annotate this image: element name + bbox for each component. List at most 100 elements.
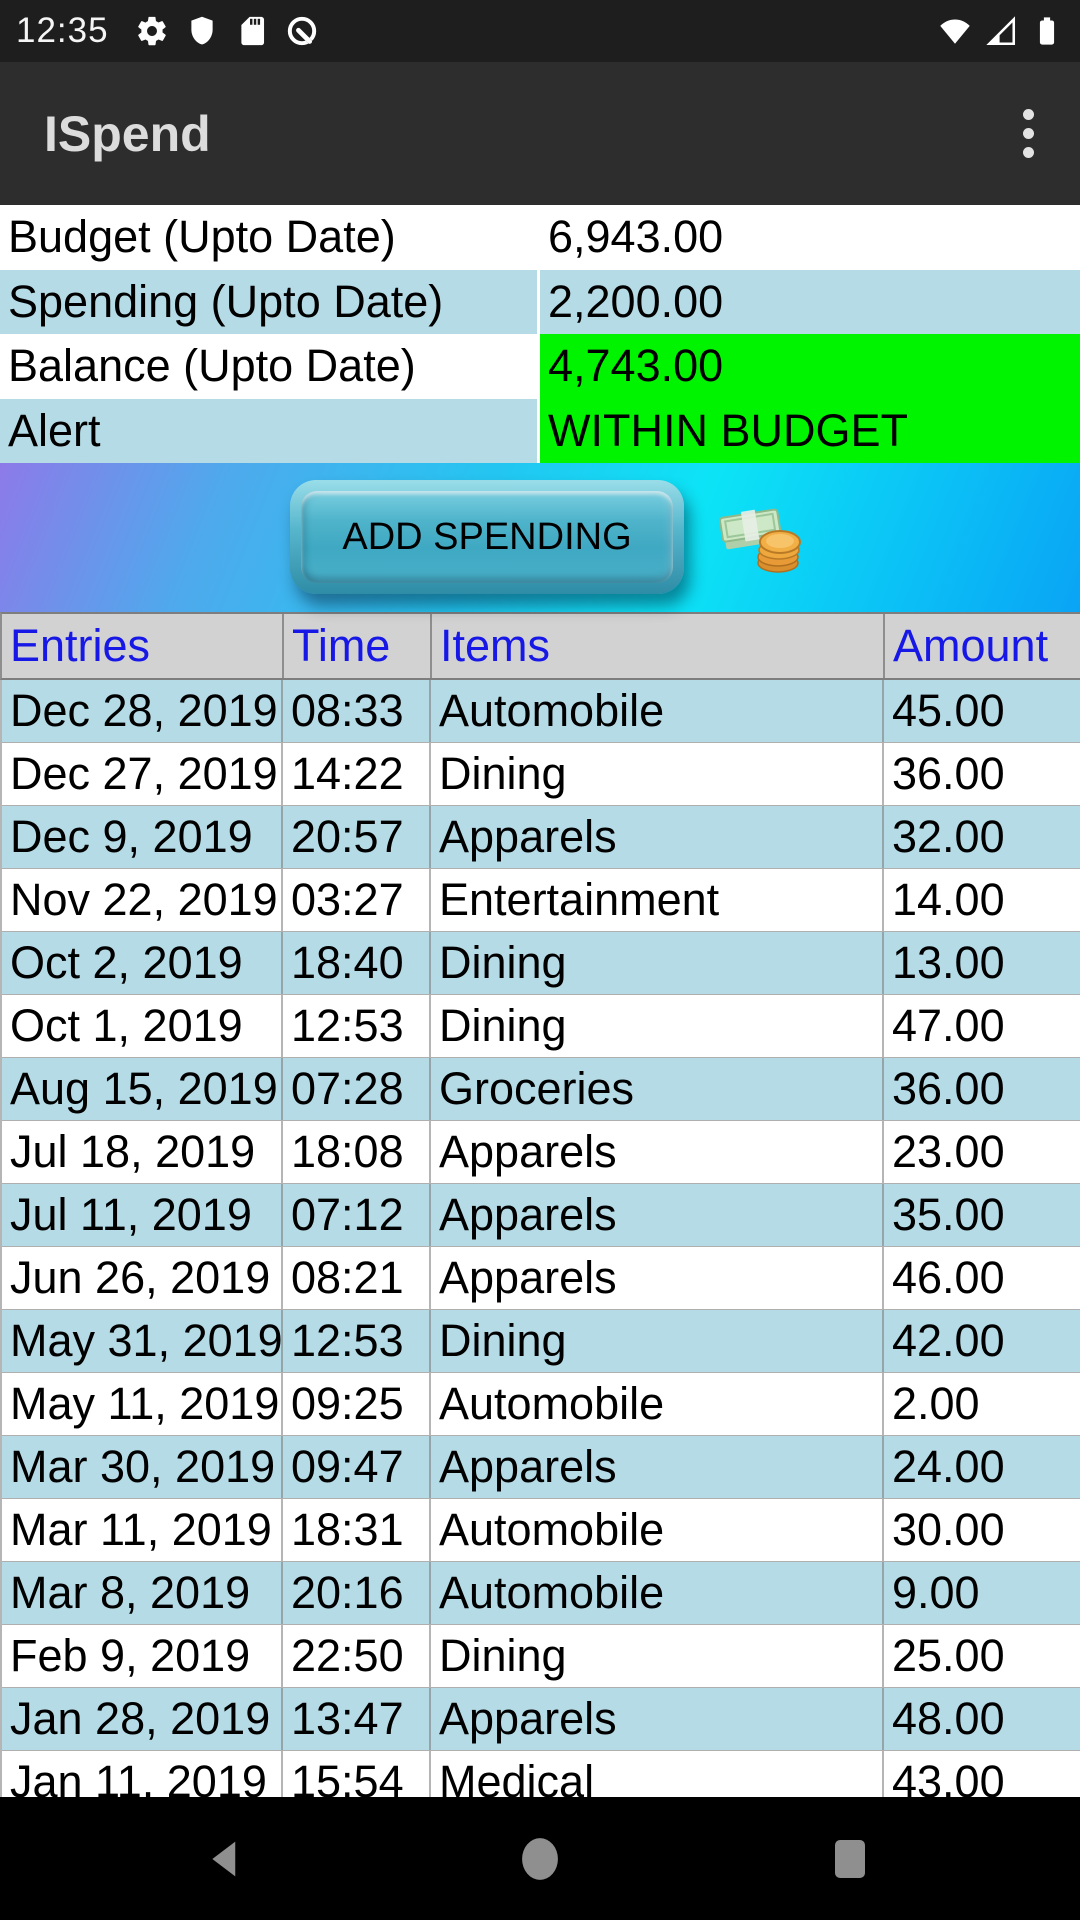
- cell-amount: 42.00: [892, 1315, 1005, 1366]
- table-row[interactable]: Dec 9, 2019 20:57 Apparels 32.00: [2, 806, 1080, 869]
- cell-amount: 35.00: [892, 1189, 1005, 1240]
- cell-time: 18:31: [283, 1499, 431, 1561]
- entries-table-body: Dec 28, 2019 08:33 Automobile 45.00 Dec 27, …: [0, 680, 1080, 1799]
- cell-date: Nov 22, 2019: [2, 869, 283, 931]
- alert-label: Alert: [0, 398, 540, 463]
- cell-item: Dining: [431, 995, 884, 1057]
- sdcard-icon: [240, 16, 264, 46]
- column-header-items: Items: [432, 614, 885, 678]
- navigation-bar: [0, 1797, 1080, 1920]
- table-row[interactable]: Jun 26, 2019 08:21 Apparels 46.00: [2, 1247, 1080, 1310]
- cell-time: 18:08: [283, 1121, 431, 1183]
- balance-label: Balance (Upto Date): [0, 334, 540, 399]
- cell-item: Automobile: [431, 1562, 884, 1624]
- cell-time: 20:57: [283, 806, 431, 868]
- overflow-menu-icon: [1022, 109, 1034, 120]
- cell-time: 08:21: [283, 1247, 431, 1309]
- table-row[interactable]: Dec 27, 2019 14:22 Dining 36.00: [2, 743, 1080, 806]
- wifi-icon: [940, 19, 970, 44]
- cell-item: Apparels: [431, 1121, 884, 1183]
- home-button[interactable]: [492, 1797, 588, 1920]
- table-row[interactable]: Aug 15, 2019 07:28 Groceries 36.00: [2, 1058, 1080, 1121]
- table-row[interactable]: Mar 30, 2019 09:47 Apparels 24.00: [2, 1436, 1080, 1499]
- table-row[interactable]: Jul 11, 2019 07:12 Apparels 35.00: [2, 1184, 1080, 1247]
- gear-icon: [137, 16, 166, 46]
- cell-time: 20:16: [283, 1562, 431, 1624]
- summary-row-balance: Balance (Upto Date) 4,743.00: [0, 334, 1080, 399]
- cell-amount: 46.00: [892, 1252, 1005, 1303]
- home-icon: [522, 1837, 558, 1880]
- cell-time: 14:22: [283, 743, 431, 805]
- cell-amount: 43.00: [892, 1756, 1005, 1799]
- recents-icon: [835, 1839, 865, 1878]
- cell-item: Dining: [431, 932, 884, 994]
- cell-amount: 30.00: [892, 1504, 1005, 1555]
- table-row[interactable]: Feb 9, 2019 22:50 Dining 25.00: [2, 1625, 1080, 1688]
- cell-date: Jan 28, 2019: [2, 1688, 283, 1750]
- recents-button[interactable]: [802, 1797, 898, 1920]
- cell-item: Apparels: [431, 1247, 884, 1309]
- cell-time: 07:28: [283, 1058, 431, 1120]
- app-bar: ISpend: [0, 62, 1080, 205]
- table-row[interactable]: Dec 28, 2019 08:33 Automobile 45.00: [2, 680, 1080, 743]
- table-row[interactable]: May 31, 2019 12:53 Dining 42.00: [2, 1310, 1080, 1373]
- add-spending-button-label: ADD SPENDING: [301, 491, 673, 583]
- add-spending-button[interactable]: ADD SPENDING: [290, 480, 684, 594]
- cell-date: Dec 28, 2019: [2, 680, 283, 742]
- back-button[interactable]: [179, 1797, 275, 1920]
- cell-item: Automobile: [431, 680, 884, 742]
- cell-time: 08:33: [283, 680, 431, 742]
- back-icon: [212, 1841, 236, 1876]
- table-row[interactable]: Jan 28, 2019 13:47 Apparels 48.00: [2, 1688, 1080, 1751]
- page-title: ISpend: [44, 105, 211, 162]
- table-row[interactable]: Oct 2, 2019 18:40 Dining 13.00: [2, 932, 1080, 995]
- overflow-menu-button[interactable]: [1002, 74, 1054, 194]
- cell-amount: 48.00: [892, 1693, 1005, 1744]
- cell-time: 12:53: [283, 1310, 431, 1372]
- cell-date: Jul 18, 2019: [2, 1121, 283, 1183]
- entries-table-header: Entries Time Items Amount: [0, 612, 1080, 680]
- cell-date: Oct 2, 2019: [2, 932, 283, 994]
- cell-item: Dining: [431, 743, 884, 805]
- cell-date: Mar 11, 2019: [2, 1499, 283, 1561]
- cell-date: Jun 26, 2019: [2, 1247, 283, 1309]
- status-bar-left: 12:35: [16, 11, 319, 51]
- table-row[interactable]: Oct 1, 2019 12:53 Dining 47.00: [2, 995, 1080, 1058]
- column-header-amount: Amount: [893, 620, 1049, 671]
- action-band: ADD SPENDING: [0, 463, 1080, 612]
- table-row[interactable]: Jan 11, 2019 15:54 Medical 43.00: [2, 1751, 1080, 1799]
- budget-label: Budget (Upto Date): [0, 205, 540, 270]
- cell-amount: 9.00: [892, 1567, 980, 1618]
- cell-amount: 47.00: [892, 1000, 1005, 1051]
- cell-item: Medical: [431, 1751, 884, 1799]
- cell-date: May 11, 2019: [2, 1373, 283, 1435]
- android-q-icon: [287, 16, 316, 47]
- cell-time: 09:47: [283, 1436, 431, 1498]
- cell-amount: 13.00: [892, 937, 1005, 988]
- table-row[interactable]: Mar 11, 2019 18:31 Automobile 30.00: [2, 1499, 1080, 1562]
- table-row[interactable]: Mar 8, 2019 20:16 Automobile 9.00: [2, 1562, 1080, 1625]
- cell-time: 15:54: [283, 1751, 431, 1799]
- budget-value: 6,943.00: [540, 205, 1080, 270]
- cell-time: 03:27: [283, 869, 431, 931]
- table-row[interactable]: May 11, 2019 09:25 Automobile 2.00: [2, 1373, 1080, 1436]
- summary-table: Budget (Upto Date) 6,943.00 Spending (Up…: [0, 205, 1080, 463]
- cell-item: Automobile: [431, 1499, 884, 1561]
- cell-amount: 24.00: [892, 1441, 1005, 1492]
- money-cash-coins-icon: [719, 508, 801, 573]
- table-row[interactable]: Jul 18, 2019 18:08 Apparels 23.00: [2, 1121, 1080, 1184]
- column-header-time: Time: [284, 614, 432, 678]
- cell-date: Aug 15, 2019: [2, 1058, 283, 1120]
- shield-icon: [190, 16, 213, 45]
- status-time: 12:35: [16, 11, 109, 50]
- cell-item: Apparels: [431, 1184, 884, 1246]
- balance-value: 4,743.00: [540, 334, 1080, 399]
- column-header-entries: Entries: [2, 614, 284, 678]
- summary-row-alert: Alert WITHIN BUDGET: [0, 398, 1080, 463]
- cell-date: Mar 30, 2019: [2, 1436, 283, 1498]
- cell-time: 07:12: [283, 1184, 431, 1246]
- table-row[interactable]: Nov 22, 2019 03:27 Entertainment 14.00: [2, 869, 1080, 932]
- entries-table: Entries Time Items Amount Dec 28, 2019 08…: [0, 612, 1080, 1799]
- cell-date: May 31, 2019: [2, 1310, 283, 1372]
